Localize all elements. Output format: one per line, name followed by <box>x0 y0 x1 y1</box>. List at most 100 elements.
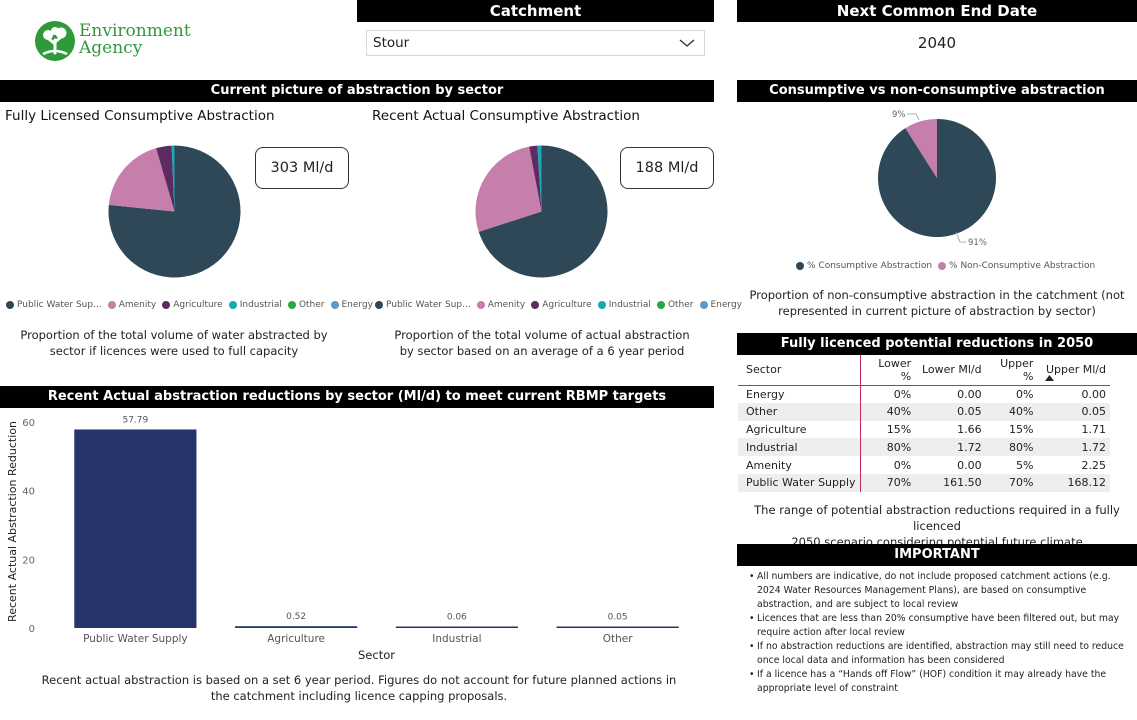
legend-label: Industrial <box>239 300 282 310</box>
pie-slice-industrial[interactable] <box>171 145 175 212</box>
x-tick-label: Public Water Supply <box>83 633 188 645</box>
table-cell: 161.50 <box>915 473 986 492</box>
table-cell: 0% <box>893 387 912 401</box>
legend-item-agriculture[interactable]: Agriculture <box>162 300 223 310</box>
licensed-chart-title: Fully Licensed Consumptive Abstraction <box>5 108 275 124</box>
pie-slice-public-water-supply[interactable] <box>108 145 241 278</box>
y-tick-label: 0 <box>29 624 35 635</box>
legend-label: Other <box>667 300 694 310</box>
pie-slice-public-water-supply[interactable] <box>478 145 608 278</box>
table-cell: 80% <box>860 438 916 457</box>
legend-marker <box>531 301 540 309</box>
y-tick-label: 40 <box>22 487 35 498</box>
table-cell: 1.72 <box>915 438 986 457</box>
table-cell: 40% <box>985 402 1038 421</box>
ea-logo-icon <box>35 21 75 61</box>
bar-industrial[interactable] <box>395 626 518 629</box>
column-header-lower-pct[interactable]: Lower % <box>860 355 916 386</box>
table-row[interactable]: Energy 0% 0.00 0% 0.00 <box>738 385 1110 403</box>
table-cell: 0.05 <box>915 402 986 421</box>
consumptive-caption-line-1: Proportion of non-consumptive abstractio… <box>749 288 1125 302</box>
table-cell: 0.00 <box>957 458 982 472</box>
licensed-caption-line-2: sector if licences were used to full cap… <box>49 344 299 358</box>
column-header-upper-mld[interactable]: Upper Ml/d <box>1037 355 1110 386</box>
bar-caption-line-2: the catchment including licence capping … <box>210 689 508 703</box>
licensed-chart-caption: Proportion of the total volume of water … <box>0 327 348 359</box>
legend-label: Agriculture <box>542 300 592 310</box>
legend-item-amenity[interactable]: Amenity <box>476 300 526 310</box>
data-label-consumptive: 91% <box>968 238 987 248</box>
important-note: If a licence has a “Hands off Flow” (HOF… <box>749 668 1134 696</box>
pie-slice-agriculture[interactable] <box>529 145 542 212</box>
table-row[interactable]: Industrial 80% 1.72 80% 1.72 <box>738 438 1110 457</box>
catchment-dropdown[interactable]: Stour <box>366 30 705 56</box>
table-row[interactable]: Agriculture 15% 1.66 15% 1.71 <box>738 420 1110 439</box>
legend-item-industrial[interactable]: Industrial <box>597 300 651 310</box>
data-label-public-water-supply: 57.79 <box>122 415 148 425</box>
legend-item-public-water-sup[interactable]: Public Water Sup... <box>6 300 102 310</box>
legend-marker <box>107 301 116 309</box>
bar-other[interactable] <box>556 626 679 629</box>
legend-label: Energy <box>341 300 374 310</box>
data-label-other: 0.05 <box>608 613 628 623</box>
table-row[interactable]: Amenity 0% 0.00 5% 2.25 <box>738 456 1110 474</box>
pie-slice-amenity[interactable] <box>108 148 175 212</box>
consumptive-caption-line-2: represented in current picture of abstra… <box>778 304 1096 318</box>
table-cell: 80% <box>985 438 1038 457</box>
pie-slice-agriculture[interactable] <box>156 145 175 212</box>
pie-slice-consumptive-abstraction[interactable] <box>878 119 996 238</box>
catchment-selected-value: Stour <box>373 35 410 51</box>
actual-chart-title: Recent Actual Consumptive Abstraction <box>372 108 640 124</box>
leader-line-consumptive <box>955 231 966 243</box>
legend-label: Industrial <box>608 300 651 310</box>
table-cell: Amenity <box>738 456 861 474</box>
pie-slice-industrial[interactable] <box>537 145 542 212</box>
legend-label: % Non-Consumptive Abstraction <box>949 261 1096 271</box>
legend-item-public-water-sup[interactable]: Public Water Sup... <box>375 300 471 310</box>
table-cell: 15% <box>886 422 912 436</box>
legend-label: Amenity <box>487 300 526 310</box>
column-header-upper-pct[interactable]: Upper % <box>985 355 1038 386</box>
legend-item-amenity[interactable]: Amenity <box>107 300 156 310</box>
bar-public-water-supply[interactable] <box>74 429 197 628</box>
bar-agriculture[interactable] <box>235 626 358 628</box>
legend-marker <box>796 262 804 270</box>
table-row[interactable]: Other 40% 0.05 40% 0.05 <box>738 402 1110 421</box>
y-axis-label: Recent Actual Abstraction Reduction <box>6 421 19 622</box>
table-cell: 0.05 <box>1037 402 1110 421</box>
chevron-down-icon <box>679 39 695 47</box>
legend-marker <box>699 301 708 309</box>
column-header-sector[interactable]: Sector <box>738 355 861 386</box>
legend-item-non-consumptive-abstraction[interactable]: % Non-Consumptive Abstraction <box>938 261 1095 271</box>
licensed-chart-legend: Public Water Sup... Amenity Agriculture Ind… <box>6 300 379 310</box>
environment-agency-logo: Environment Agency <box>34 18 191 62</box>
legend-item-other[interactable]: Other <box>287 300 325 310</box>
legend-item-energy[interactable]: Energy <box>699 300 742 310</box>
consumptive-section-header: Consumptive vs non-consumptive abstracti… <box>737 80 1137 102</box>
table-row[interactable]: Public Water Supply 70% 161.50 70% 168.12 <box>738 473 1110 492</box>
legend-item-other[interactable]: Other <box>656 300 694 310</box>
legend-marker <box>597 301 606 309</box>
legend-item-consumptive-abstraction[interactable]: % Consumptive Abstraction <box>796 261 932 271</box>
table-cell: Energy <box>738 385 861 403</box>
x-tick-label: Other <box>603 633 633 645</box>
sector-section-header: Current picture of abstraction by sector <box>0 80 714 102</box>
pie-slice-amenity[interactable] <box>475 146 542 232</box>
pie-slice-non-consumptive-abstraction[interactable] <box>905 119 937 178</box>
column-header-lower-mld[interactable]: Lower Ml/d <box>915 355 986 386</box>
column-header-upper-mld-label: Upper Ml/d <box>1045 363 1106 377</box>
legend-item-agriculture[interactable]: Agriculture <box>531 300 592 310</box>
table-cell: 0.00 <box>1081 387 1107 401</box>
legend-label: % Consumptive Abstraction <box>807 261 933 271</box>
legend-item-industrial[interactable]: Industrial <box>228 300 282 310</box>
legend-marker <box>330 301 339 309</box>
data-label-agriculture: 0.52 <box>286 612 306 622</box>
table-cell: 5% <box>1015 458 1034 472</box>
legend-marker <box>228 301 237 309</box>
important-note: If no abstraction reductions are identif… <box>749 640 1134 668</box>
legend-label: Public Water Sup... <box>17 300 102 310</box>
consumptive-pie-chart: 9% 91% <box>878 110 996 248</box>
legend-item-energy[interactable]: Energy <box>330 300 374 310</box>
table-cell: Public Water Supply <box>738 473 861 492</box>
